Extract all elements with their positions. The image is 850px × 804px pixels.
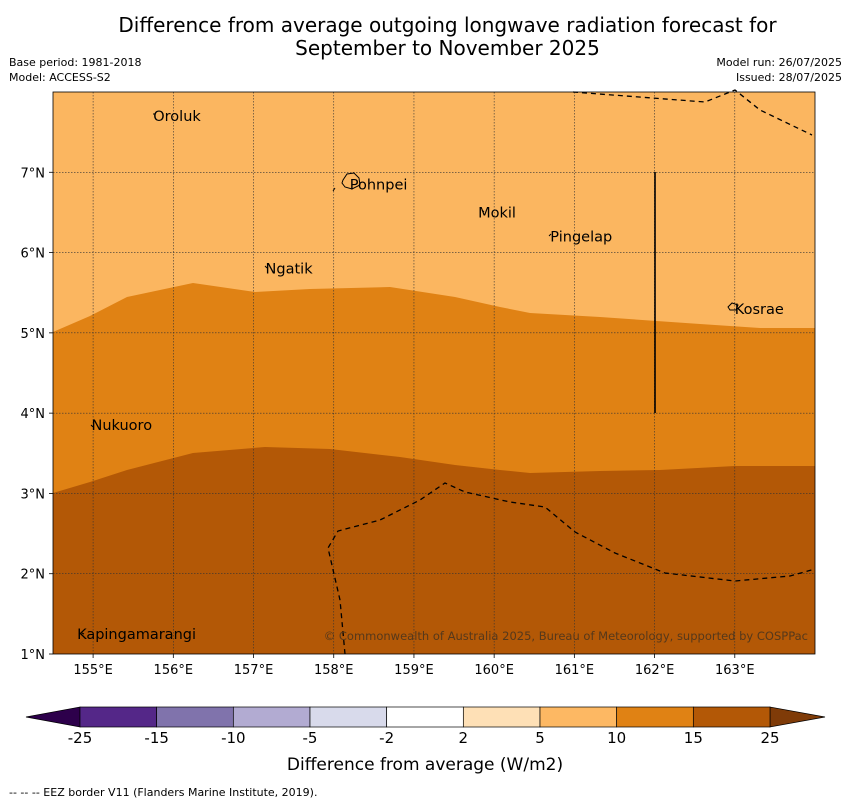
x-tick-label: 159°E: [394, 663, 434, 678]
place-label: Mokil: [478, 205, 516, 221]
islet-near-pohnpei: [332, 187, 336, 192]
model-name: Model: ACCESS-S2: [9, 71, 111, 84]
title-line-2: September to November 2025: [295, 36, 600, 60]
base-period: Base period: 1981-2018: [9, 56, 142, 69]
x-tick-label: 158°E: [314, 663, 354, 678]
region-dark-orange: [53, 447, 815, 654]
islet-nukuoro: [90, 424, 94, 428]
issued-date: Issued: 28/07/2025: [735, 71, 842, 84]
colorbar-segment: [616, 706, 694, 728]
colorbar-tick-label: -10: [221, 729, 246, 747]
colorbar-under-arrow: [25, 706, 81, 728]
islet-pingelap: [548, 233, 552, 237]
x-tick-label: 156°E: [154, 663, 194, 678]
colorbar-segment: [232, 706, 311, 728]
y-tick-label: 6°N: [21, 247, 46, 262]
pohnpei-island: [341, 172, 361, 190]
title-line-1: Difference from average outgoing longwav…: [118, 13, 777, 37]
y-tick-label: 7°N: [21, 166, 46, 181]
x-tick-label: 155°E: [73, 663, 113, 678]
colorbar-tick-label: 5: [535, 729, 545, 747]
copyright-text: © Commonwealth of Australia 2025, Bureau…: [324, 629, 808, 643]
colorbar-segment: [539, 706, 618, 728]
colorbar: [25, 706, 826, 728]
chart-title: Difference from average outgoing longwav…: [0, 14, 850, 60]
place-label: Pingelap: [550, 230, 612, 246]
x-axis: 155°E 156°E 157°E 158°E 159°E 160°E 161°E 162°E…: [73, 654, 755, 678]
place-label: Pohnpei: [350, 177, 408, 193]
colorbar-tick-label: 2: [458, 729, 469, 747]
x-tick-label: 161°E: [555, 663, 595, 678]
y-tick-label: 3°N: [21, 487, 46, 502]
x-tick-label: 160°E: [474, 663, 514, 678]
colorbar-tick-label: -2: [379, 729, 395, 747]
islet-mokil: [481, 209, 485, 213]
colorbar-segment: [462, 706, 541, 728]
y-tick-label: 1°N: [21, 648, 46, 663]
footnote: -- -- -- EEZ border V11 (Flanders Marine…: [9, 786, 318, 799]
place-label: Oroluk: [153, 109, 201, 125]
y-axis: 1°N 2°N 3°N 4°N 5°N 6°N 7°N: [21, 166, 53, 663]
colorbar-segment: [156, 706, 234, 728]
colorbar-over-arrow: [769, 706, 826, 728]
colorbar-tick-label: -15: [144, 729, 169, 747]
x-tick-label: 163°E: [715, 663, 755, 678]
colorbar-tick-label: 15: [683, 729, 703, 747]
meta-right: Model run: 26/07/2025 Issued: 28/07/2025: [716, 55, 842, 85]
meta-left: Base period: 1981-2018 Model: ACCESS-S2: [9, 55, 141, 85]
islet-ngatik: [264, 265, 268, 269]
y-tick-label: 4°N: [21, 407, 46, 422]
y-tick-label: 5°N: [21, 327, 46, 342]
colorbar-tick-label: 25: [760, 729, 780, 747]
model-run: Model run: 26/07/2025: [716, 56, 842, 69]
x-tick-label: 157°E: [234, 663, 274, 678]
colorbar-segment: [692, 706, 771, 728]
islet-kapingamarangi: [81, 632, 85, 635]
colorbar-title: Difference from average (W/m2): [286, 755, 564, 775]
colorbar-segment: [79, 706, 158, 728]
x-tick-label: 162°E: [635, 663, 675, 678]
island-outlines: [81, 113, 739, 635]
map-area: [53, 92, 815, 654]
y-tick-label: 2°N: [21, 568, 46, 583]
colorbar-segment: [309, 706, 388, 728]
place-label: Kosrae: [735, 302, 784, 318]
place-labels: Oroluk Pohnpei Mokil Pingelap Ngatik Kosrae Nu…: [77, 109, 784, 643]
place-label: Kapingamarangi: [77, 627, 196, 643]
colorbar-tick-label: 10: [607, 729, 627, 747]
colorbar-segment: [386, 706, 464, 728]
place-label: Nukuoro: [92, 418, 153, 434]
place-label: Ngatik: [266, 262, 314, 278]
colorbar-tick-label: -5: [302, 729, 318, 747]
gridlines: [53, 92, 815, 654]
eez-border-north: [572, 89, 813, 136]
colorbar-tick-label: -25: [67, 729, 93, 747]
kosrae-island: [727, 302, 739, 311]
map-frame: [52, 91, 816, 655]
eez-borders: [327, 89, 816, 655]
eez-border-south: [327, 482, 816, 655]
